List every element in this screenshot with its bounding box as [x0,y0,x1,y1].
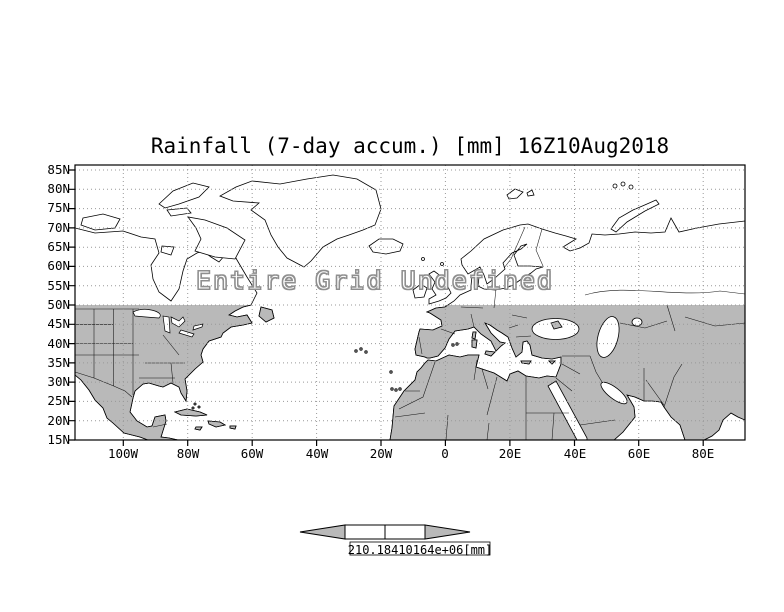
lat-label: 75N [47,200,70,215]
undefined-grid-message: Entire Grid Undefined [195,266,555,296]
lon-label: 80W [176,446,200,461]
political-borders-layer [75,226,745,440]
lat-label: 35N [47,355,70,370]
lat-label: 60N [47,258,70,273]
lon-label: 40W [305,446,329,461]
lon-label: 80E [691,446,715,461]
colorbar-right-arrow [424,524,471,540]
lat-label: 20N [47,413,70,428]
colorbar-segment [384,524,426,540]
lat-label: 45N [47,316,70,331]
colorbar-left-arrow [299,524,346,540]
lon-label: 0 [441,446,449,461]
lon-label: 100W [107,446,139,461]
colorbar-graphic [299,524,491,556]
lakes-layer [132,308,204,338]
colorbar-segment [344,524,386,540]
lat-label: 55N [47,278,70,293]
lon-label: 20W [369,446,393,461]
plot-title: Rainfall (7-day accum.) [mm] 16Z10Aug201… [150,134,670,158]
seas-layer [531,316,643,440]
map-frame [74,164,746,441]
lon-label: 20E [498,446,522,461]
colorbar-label-box [349,541,491,556]
lon-label: 40E [563,446,587,461]
lat-label: 80N [47,181,70,196]
lat-label: 30N [47,374,70,389]
lat-label: 25N [47,393,70,408]
axis-ticks [69,169,704,446]
lat-label: 15N [47,432,70,447]
lon-label: 60W [240,446,264,461]
lon-label: 60E [627,446,651,461]
colorbar-label: 210.18410164e+06[mm] [347,543,493,557]
lat-label: 70N [47,220,70,235]
lat-label: 85N [47,162,70,177]
lat-label: 50N [47,297,70,312]
lat-label: 65N [47,239,70,254]
lat-label: 40N [47,336,70,351]
